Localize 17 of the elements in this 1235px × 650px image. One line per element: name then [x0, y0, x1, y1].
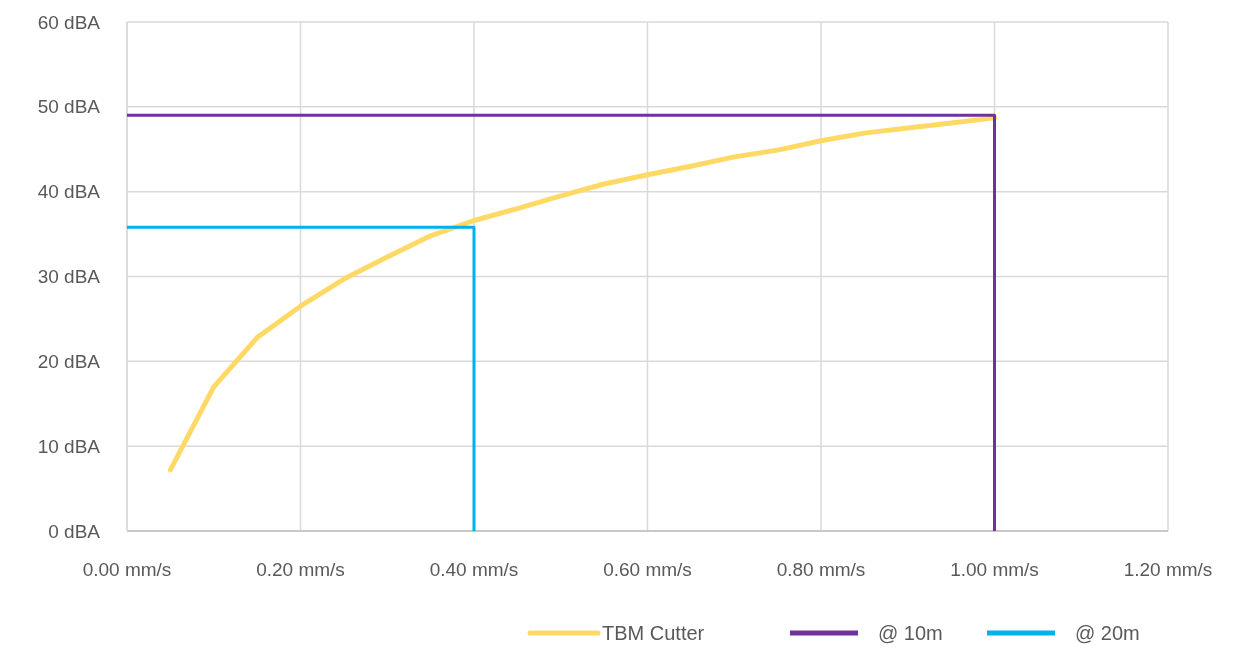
legend-label: @ 10m — [878, 622, 943, 644]
y-tick-label: 50 dBA — [37, 96, 101, 118]
y-tick-label: 10 dBA — [37, 435, 101, 457]
x-tick-label: 0.80 mm/s — [776, 559, 866, 580]
x-tick-label: 0.00 mm/s — [82, 559, 172, 580]
y-tick-label: 30 dBA — [37, 266, 101, 288]
y-tick-label: 60 dBA — [37, 11, 101, 33]
x-tick-label: 1.00 mm/s — [950, 559, 1039, 580]
x-tick-label: 0.60 mm/s — [603, 559, 692, 580]
y-tick-label: 0 dBA — [48, 520, 101, 542]
legend-label: TBM Cutter — [602, 622, 705, 644]
x-tick-label: 0.40 mm/s — [429, 559, 519, 580]
x-tick-label: 0.20 mm/s — [256, 559, 345, 580]
legend-label: @ 20m — [1075, 622, 1140, 644]
x-tick-label: 1.20 mm/s — [1123, 559, 1213, 580]
y-tick-label: 20 dBA — [37, 350, 101, 372]
y-tick-label: 40 dBA — [37, 181, 101, 203]
